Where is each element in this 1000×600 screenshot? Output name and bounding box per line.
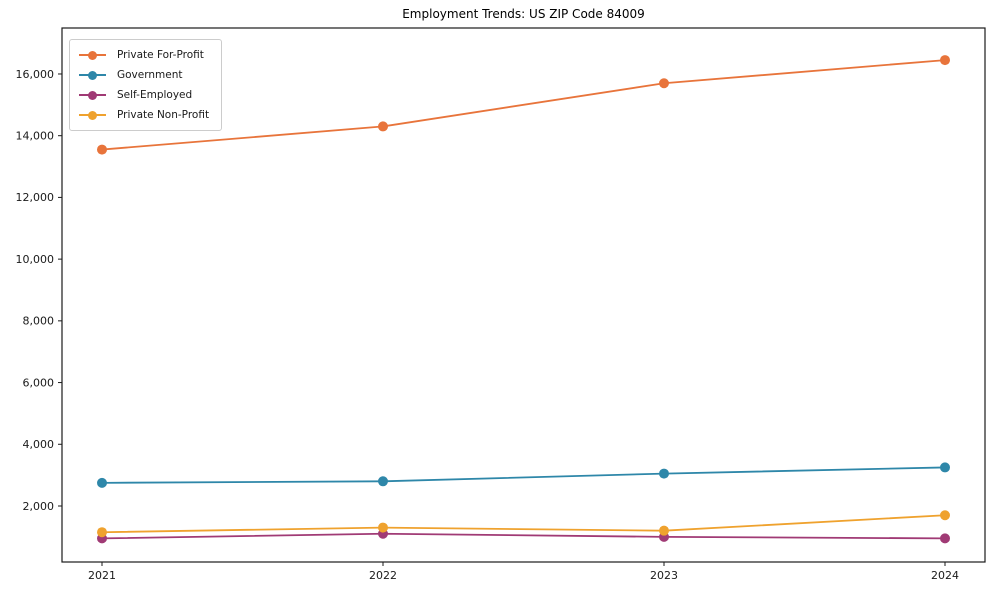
legend-label: Private Non-Profit	[117, 109, 210, 121]
legend-item: Government	[79, 68, 209, 82]
data-point-government	[940, 462, 950, 473]
series-line-private-for-profit	[101, 59, 946, 151]
legend-label: Self-Employed	[117, 89, 193, 101]
y-tick-label: 4,000	[23, 438, 55, 451]
legend-marker-icon	[79, 90, 106, 101]
data-point-self-employed	[940, 533, 950, 544]
legend-label: Private For-Profit	[117, 49, 204, 61]
legend-item: Self-Employed	[79, 88, 209, 102]
y-tick-label: 8,000	[23, 315, 55, 328]
y-tick-label: 14,000	[16, 129, 55, 142]
legend: Private For-Profit Government Self-Employe…	[69, 39, 223, 131]
data-point-private-non-profit	[659, 525, 669, 536]
legend-label: Government	[117, 69, 183, 81]
x-tick-label: 2021	[88, 569, 116, 582]
data-point-government	[378, 476, 388, 487]
series-line-self-employed	[101, 532, 946, 540]
legend-marker-icon	[79, 70, 106, 81]
data-point-private-non-profit	[940, 510, 950, 521]
data-point-private-non-profit	[97, 527, 107, 538]
data-point-government	[97, 477, 107, 488]
plot-border	[61, 27, 986, 563]
data-point-private-non-profit	[378, 522, 388, 533]
x-tick-label: 2024	[931, 569, 959, 582]
series-line-government	[101, 466, 946, 484]
y-tick-label: 2,000	[23, 500, 55, 513]
y-tick-label: 16,000	[16, 68, 55, 81]
legend-item: Private For-Profit	[79, 48, 209, 62]
x-tick-label: 2023	[650, 569, 678, 582]
y-tick-label: 10,000	[16, 253, 55, 266]
series-line-private-non-profit	[101, 514, 946, 534]
legend-marker-icon	[79, 50, 106, 61]
legend-marker-icon	[79, 110, 106, 121]
data-point-government	[659, 468, 669, 479]
y-tick-label: 12,000	[16, 191, 55, 204]
y-tick-label: 6,000	[23, 376, 55, 389]
legend-item: Private Non-Profit	[79, 108, 209, 122]
data-point-private-for-profit	[378, 121, 388, 132]
x-tick-label: 2022	[369, 569, 397, 582]
data-point-private-for-profit	[659, 78, 669, 89]
data-point-private-for-profit	[940, 55, 950, 66]
data-point-private-for-profit	[97, 144, 107, 155]
chart-title: Employment Trends: US ZIP Code 84009	[402, 7, 645, 21]
